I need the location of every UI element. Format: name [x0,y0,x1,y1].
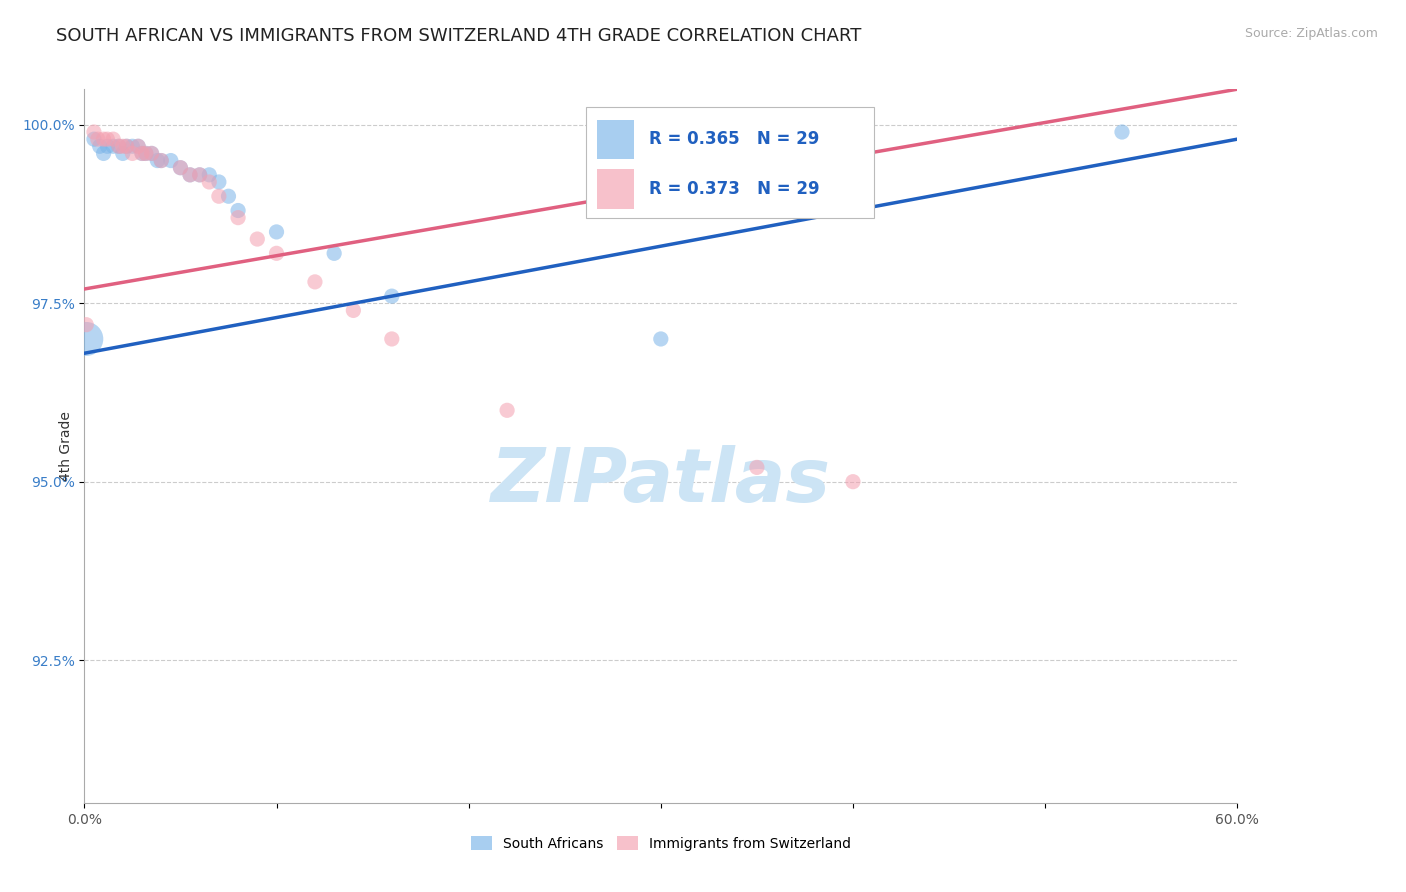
Point [93,146,115,161]
Point [323,246,346,260]
FancyBboxPatch shape [586,107,875,218]
Point [108,139,131,153]
Point [108,139,131,153]
Point [103,139,124,153]
Point [103,132,124,146]
Point [87,132,110,146]
Point [650,332,672,346]
Point [150,153,173,168]
Point [115,139,138,153]
Point [75,332,97,346]
Point [131,146,153,161]
Point [226,211,249,225]
Point [127,139,149,153]
Point [141,146,163,161]
Point [83,125,105,139]
Point [246,232,269,246]
Legend: South Africans, Immigrants from Switzerland: South Africans, Immigrants from Switzerl… [465,830,856,856]
Point [226,203,249,218]
Point [188,168,211,182]
Point [198,168,221,182]
Point [146,153,169,168]
Point [496,403,519,417]
Point [75,318,97,332]
Point [127,139,149,153]
Point [169,161,191,175]
Point [745,460,768,475]
Point [842,475,865,489]
Point [266,246,288,260]
Point [342,303,364,318]
Point [83,132,105,146]
Point [198,175,221,189]
Point [381,332,404,346]
Text: ZIPatlas: ZIPatlas [491,445,831,518]
Point [141,146,163,161]
Point [89,139,111,153]
Point [111,139,134,153]
Point [208,175,231,189]
Point [131,146,153,161]
Point [179,168,201,182]
Point [115,139,138,153]
Point [1111,125,1133,139]
FancyBboxPatch shape [598,120,634,159]
Text: R = 0.365   N = 29: R = 0.365 N = 29 [650,130,820,148]
FancyBboxPatch shape [598,169,634,209]
Point [121,146,143,161]
Point [111,146,134,161]
Point [135,146,157,161]
Text: SOUTH AFRICAN VS IMMIGRANTS FROM SWITZERLAND 4TH GRADE CORRELATION CHART: SOUTH AFRICAN VS IMMIGRANTS FROM SWITZER… [56,27,862,45]
Point [208,189,231,203]
Point [381,289,404,303]
Point [150,153,173,168]
Point [135,146,157,161]
Point [93,132,115,146]
Point [179,168,201,182]
Point [96,139,118,153]
Point [160,153,183,168]
Point [188,168,211,182]
Point [96,132,118,146]
Point [266,225,288,239]
Y-axis label: 4th Grade: 4th Grade [59,411,73,481]
Point [304,275,326,289]
Point [218,189,240,203]
Point [169,161,191,175]
Text: R = 0.373   N = 29: R = 0.373 N = 29 [650,180,820,198]
Point [121,139,143,153]
Text: Source: ZipAtlas.com: Source: ZipAtlas.com [1244,27,1378,40]
